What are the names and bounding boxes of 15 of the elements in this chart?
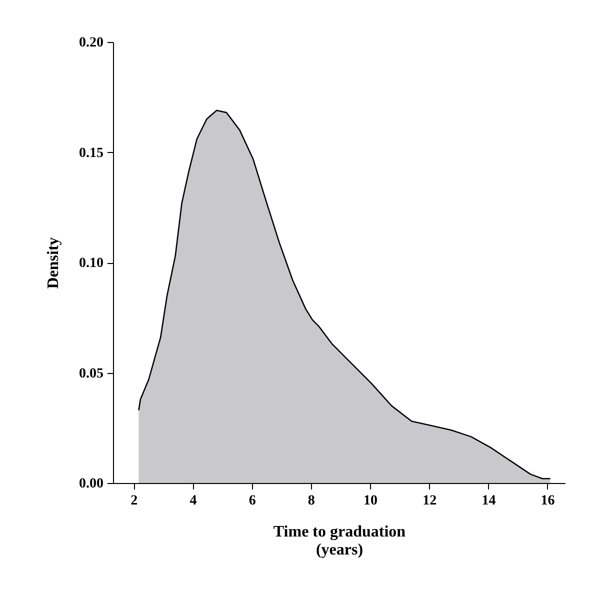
x-tick-label: 2 <box>130 494 138 508</box>
y-tick-label: 0.05 <box>79 366 104 382</box>
y-tick-label: 0.15 <box>79 146 104 161</box>
x-tick-label: 8 <box>308 494 315 508</box>
x-tick-label: 10 <box>364 494 378 508</box>
x-tick-label: 12 <box>422 494 437 508</box>
y-tick-label: 0.10 <box>79 256 104 271</box>
x-axis-title: Time to graduation (years) <box>273 524 406 558</box>
x-tick-label: 4 <box>190 494 197 508</box>
x-tick-label: 6 <box>248 494 256 508</box>
x-tick-label: 14 <box>482 494 496 508</box>
y-axis-title: Density <box>45 237 62 289</box>
y-tick-label: 0.20 <box>79 36 104 50</box>
y-tick-label: 0.00 <box>79 476 104 492</box>
x-tick-label: 16 <box>540 494 555 508</box>
